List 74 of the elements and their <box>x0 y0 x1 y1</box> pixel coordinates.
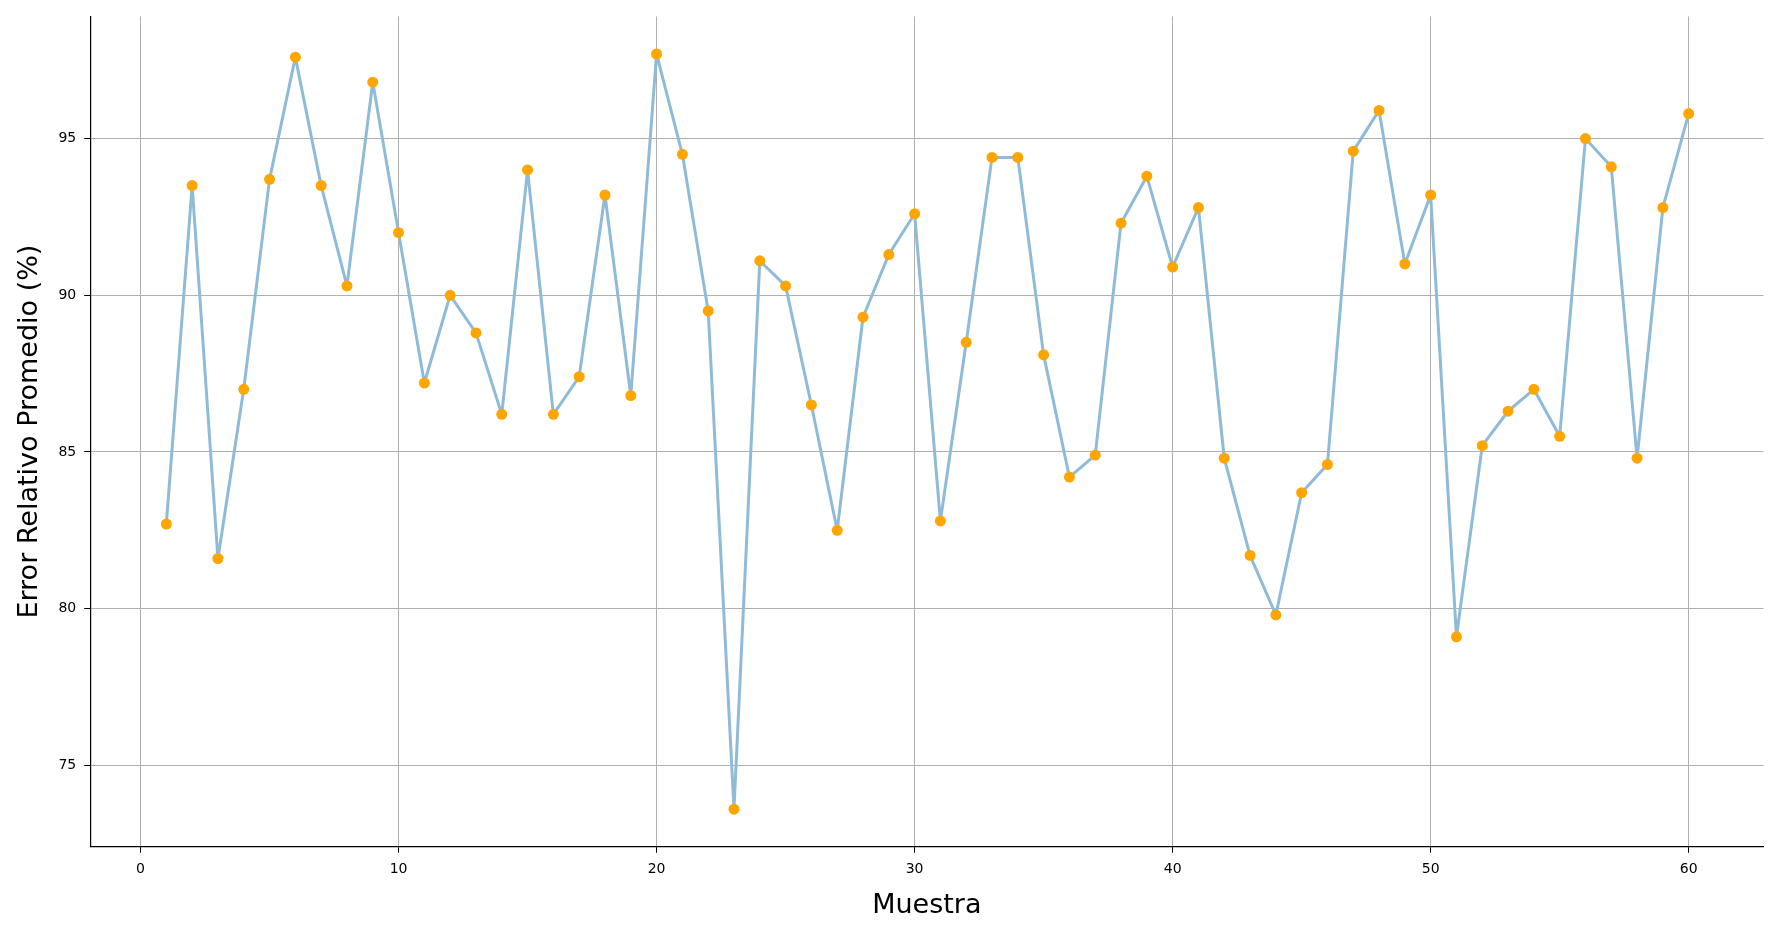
point <box>1141 170 1153 182</box>
point <box>1167 261 1179 273</box>
point <box>160 518 172 530</box>
point <box>341 280 353 292</box>
point <box>651 48 663 60</box>
point <box>883 249 895 261</box>
y-tick-label: 75 <box>58 755 77 772</box>
point <box>1038 349 1050 361</box>
point <box>754 255 766 267</box>
point <box>702 305 714 317</box>
point <box>909 208 921 220</box>
point <box>573 371 585 383</box>
point <box>1450 631 1462 643</box>
point <box>676 148 688 160</box>
point <box>367 76 379 88</box>
point <box>418 377 430 389</box>
point <box>1270 609 1282 621</box>
x-tick-label: 60 <box>1679 859 1698 876</box>
point <box>1321 459 1333 470</box>
point <box>1425 189 1437 201</box>
point <box>496 408 508 420</box>
point <box>264 173 276 185</box>
x-tick-label: 20 <box>647 859 666 876</box>
point <box>1373 104 1385 116</box>
point <box>470 327 482 339</box>
point <box>1528 383 1540 395</box>
point <box>1605 161 1617 173</box>
point <box>780 280 792 292</box>
point <box>238 383 250 395</box>
point <box>393 227 405 239</box>
point <box>1192 202 1204 214</box>
point <box>1631 452 1643 464</box>
x-axis-title: Muestra <box>872 887 982 919</box>
point <box>805 399 817 411</box>
point <box>212 553 224 565</box>
y-tick-label: 95 <box>58 129 77 146</box>
x-tick-label: 50 <box>1421 859 1440 876</box>
y-axis-title: Error Relativo Promedio (%) <box>12 244 44 619</box>
point <box>1218 452 1230 464</box>
point <box>831 524 843 536</box>
x-tick-label: 10 <box>389 859 408 876</box>
point <box>1399 258 1411 270</box>
point <box>1579 133 1591 145</box>
point <box>444 289 456 301</box>
y-tick-label: 85 <box>58 442 77 459</box>
point <box>1063 471 1075 483</box>
point <box>1347 145 1359 157</box>
point <box>986 151 998 163</box>
point <box>599 189 611 201</box>
point <box>1502 405 1514 417</box>
point <box>1554 430 1566 442</box>
y-tick-label: 90 <box>58 285 77 302</box>
point <box>960 336 972 348</box>
x-tick-label: 30 <box>905 859 924 876</box>
point <box>934 515 946 527</box>
point <box>315 180 327 192</box>
point <box>1244 549 1256 561</box>
x-tick-label: 40 <box>1163 859 1182 876</box>
point <box>1115 217 1127 229</box>
point <box>1012 151 1024 163</box>
point <box>1657 202 1669 214</box>
point <box>1296 487 1308 499</box>
y-tick-label: 80 <box>58 599 77 616</box>
point <box>289 51 301 63</box>
point <box>186 180 198 192</box>
point <box>857 311 869 323</box>
point <box>1089 449 1101 461</box>
point <box>728 803 740 815</box>
point <box>1683 108 1695 120</box>
point <box>1476 440 1488 452</box>
point <box>547 408 559 420</box>
x-tick-label: 0 <box>136 859 145 876</box>
point <box>522 164 534 176</box>
point <box>625 390 637 402</box>
